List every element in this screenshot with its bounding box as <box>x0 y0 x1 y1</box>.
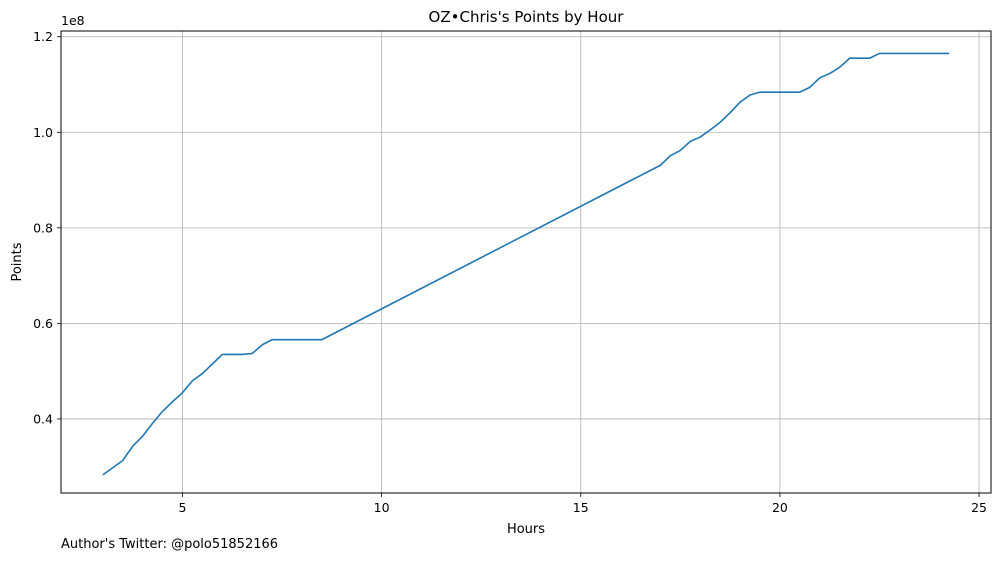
y-axis-label: Points <box>10 242 25 281</box>
chart-title: OZ•Chris's Points by Hour <box>429 8 625 26</box>
plot-frame <box>60 30 992 494</box>
y-tick-label: 1.0 <box>33 125 53 140</box>
grid-lines <box>61 31 991 493</box>
y-tick-label: 0.8 <box>33 220 53 235</box>
series-layer <box>102 52 950 476</box>
y-tick-label: 0.6 <box>33 316 53 331</box>
x-axis-label: Hours <box>507 522 545 537</box>
x-tick-label: 25 <box>971 500 987 515</box>
points-series-line <box>102 52 950 476</box>
author-footnote: Author's Twitter: @polo51852166 <box>61 537 279 552</box>
y-tick-label: 1.2 <box>33 29 53 44</box>
x-tick-label: 10 <box>374 500 390 515</box>
axis-ticks: 5 10 15 20 25 0.4 0.6 0.8 1.0 1.2 <box>33 29 987 515</box>
y-offset-label: 1e8 <box>61 13 85 28</box>
x-tick-label: 20 <box>772 500 788 515</box>
x-tick-label: 15 <box>573 500 589 515</box>
x-tick-label: 5 <box>179 500 187 515</box>
y-tick-label: 0.4 <box>33 411 53 426</box>
